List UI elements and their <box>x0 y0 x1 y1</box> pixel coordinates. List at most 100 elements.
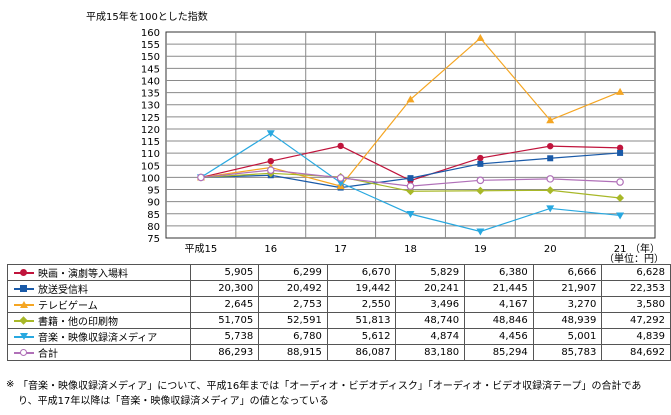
legend-marker <box>20 349 27 356</box>
row-label: 音楽・映像収録済メディア <box>7 328 191 345</box>
data-point <box>266 130 275 138</box>
table-cell: 3,580 <box>601 296 671 313</box>
table-cell: 85,294 <box>464 344 534 361</box>
table-cell: 21,907 <box>532 280 603 297</box>
table-cell: 48,740 <box>395 312 466 329</box>
row-label: 合計 <box>7 344 191 361</box>
y-tick-label: 75 <box>147 234 160 245</box>
data-point <box>406 211 415 219</box>
table-row: テレビゲーム 2,645 2,753 2,550 3,496 4,167 3,270 3,58… <box>7 296 671 313</box>
x-tick-label: 17 <box>334 244 347 255</box>
table-cell: 2,550 <box>326 296 397 313</box>
legend-marker <box>20 285 27 292</box>
data-point <box>336 179 345 187</box>
table-row: 放送受信料 20,300 20,492 19,442 20,241 21,445 21,90… <box>7 280 671 297</box>
row-label: 書籍・他の印刷物 <box>7 312 191 329</box>
data-point <box>546 186 555 195</box>
table-cell: 48,939 <box>532 312 603 329</box>
y-tick-label: 110 <box>141 149 160 160</box>
data-point <box>476 186 485 195</box>
x-tick-label: 16 <box>264 244 277 255</box>
table-cell: 3,496 <box>395 296 466 313</box>
legend-swatch <box>14 349 34 356</box>
data-point <box>477 160 484 167</box>
y-tick-label: 90 <box>147 198 160 209</box>
y-tick-label: 120 <box>141 125 160 136</box>
row-label-text: テレビゲーム <box>38 301 98 312</box>
table-cell: 51,813 <box>326 312 397 329</box>
x-axis-unit: （年） <box>630 242 660 255</box>
table-cell: 4,874 <box>395 328 466 345</box>
x-tick-label: 平成15 <box>185 243 218 255</box>
y-tick-label: 155 <box>141 40 160 51</box>
table-cell: 20,492 <box>258 280 328 297</box>
data-point <box>546 175 555 183</box>
data-point <box>616 144 624 152</box>
y-axis-title: 平成15年を100とした指数 <box>86 10 208 23</box>
table-cell: 19,442 <box>326 280 397 297</box>
legend-marker <box>20 269 27 276</box>
row-label: テレビゲーム <box>7 296 191 313</box>
data-point <box>476 34 485 42</box>
table-cell: 3,270 <box>532 296 603 313</box>
y-tick-label: 80 <box>147 222 160 233</box>
legend-swatch <box>14 285 34 292</box>
y-tick-label: 150 <box>141 52 160 63</box>
legend-swatch <box>14 316 34 325</box>
table-cell: 5,905 <box>189 264 260 281</box>
table-cell: 5,738 <box>189 328 260 345</box>
table-cell: 48,846 <box>464 312 534 329</box>
table-cell: 6,780 <box>258 328 328 345</box>
table-cell: 4,456 <box>464 328 534 345</box>
legend-swatch <box>14 301 34 308</box>
data-point <box>546 205 555 213</box>
data-point <box>336 174 345 182</box>
table-cell: 5,829 <box>395 264 466 281</box>
row-label: 映画・演劇等入場料 <box>7 264 191 281</box>
row-label-text: 映画・演劇等入場料 <box>38 269 128 280</box>
row-label: 放送受信料 <box>7 280 191 297</box>
legend-swatch <box>14 333 34 340</box>
legend-marker <box>19 316 28 325</box>
y-tick-label: 85 <box>147 210 160 221</box>
table-cell: 51,705 <box>189 312 260 329</box>
y-tick-label: 130 <box>141 101 160 112</box>
data-point <box>406 95 415 103</box>
data-point <box>546 116 555 124</box>
y-tick-label: 140 <box>141 76 160 87</box>
row-label-text: 合計 <box>38 349 58 360</box>
table-cell: 6,670 <box>326 264 397 281</box>
table-cell: 47,292 <box>601 312 671 329</box>
data-point <box>407 175 414 182</box>
y-tick-label: 95 <box>147 186 160 197</box>
footnote-line-1: 「音楽・映像収録済メディア」について、平成16年までは「オーディオ・ビデオディス… <box>18 381 642 392</box>
row-label-text: 放送受信料 <box>38 285 88 296</box>
table-cell: 2,753 <box>258 296 328 313</box>
table-cell: 2,645 <box>189 296 260 313</box>
row-label-text: 書籍・他の印刷物 <box>38 317 118 328</box>
data-point <box>197 173 205 182</box>
series-6 <box>197 166 624 190</box>
x-tick-label: 18 <box>404 244 417 255</box>
table-cell: 6,380 <box>464 264 534 281</box>
data-point <box>266 166 275 174</box>
legend-marker <box>20 301 28 308</box>
series-group <box>196 34 625 236</box>
table-cell: 85,783 <box>532 344 603 361</box>
note-mark: ※ <box>6 379 15 390</box>
grid-lines <box>166 32 655 238</box>
data-point <box>617 149 624 156</box>
row-label-text: 音楽・映像収録済メディア <box>38 333 158 344</box>
table-row: 合計 86,293 88,915 86,087 83,180 85,294 85,783 84… <box>7 344 671 361</box>
plot-area <box>165 31 656 239</box>
legend-marker <box>20 333 28 340</box>
table-cell: 4,839 <box>601 328 671 345</box>
y-tick-label: 115 <box>141 137 160 148</box>
table-cell: 6,299 <box>258 264 328 281</box>
data-point <box>476 176 485 185</box>
table-unit: （単位：円） <box>604 254 664 265</box>
y-tick-label: 125 <box>141 113 160 124</box>
table-cell: 83,180 <box>395 344 466 361</box>
footnote: 「音楽・映像収録済メディア」について、平成16年までは「オーディオ・ビデオディス… <box>18 379 641 409</box>
